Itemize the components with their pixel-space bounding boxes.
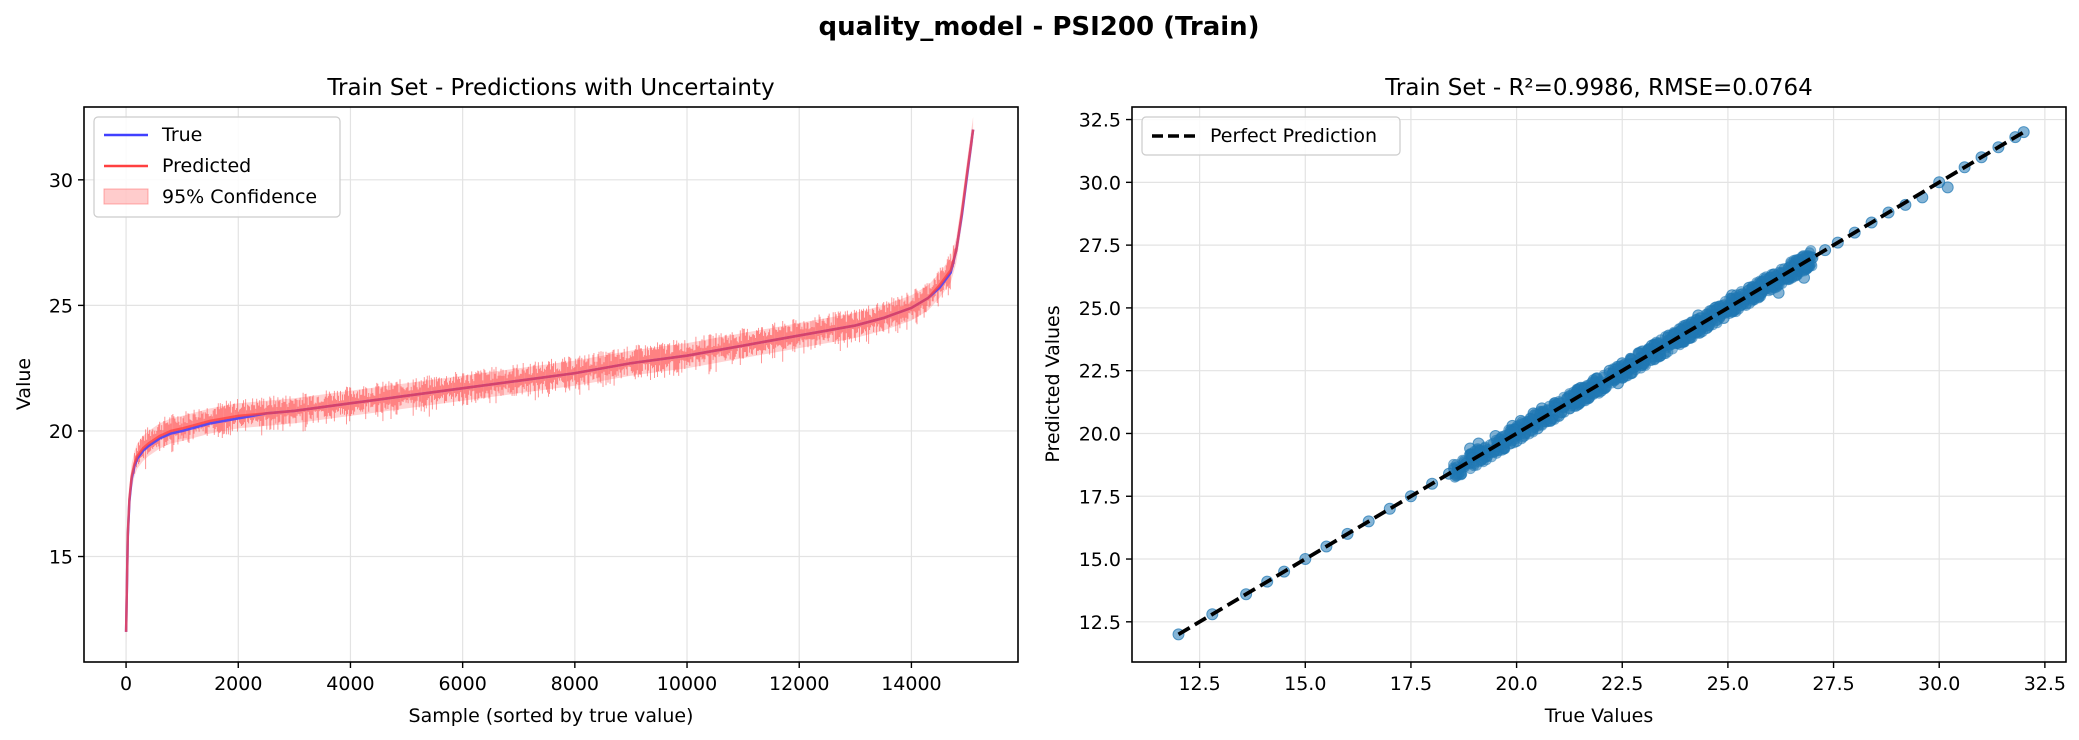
perfect-prediction-line — [1177, 130, 2025, 637]
right-x-axis-label: True Values — [1544, 705, 1653, 727]
left-y-tick-label: 15 — [49, 547, 73, 569]
left-x-tick-label: 6000 — [438, 673, 486, 695]
right-axis-ticks: 12.5 15.0 17.5 20.0 22.5 25.0 27.5 30.0 32.5 12.5… — [1079, 110, 2066, 695]
scatter-point — [1702, 321, 1714, 333]
scatter-point — [1527, 413, 1538, 425]
right-x-tick-label: 12.5 — [1178, 673, 1220, 695]
scatter-point — [1724, 292, 1736, 304]
scatter-point — [1768, 268, 1779, 280]
left-plot-frame — [83, 106, 1019, 663]
scatter-point — [1941, 181, 1954, 194]
left-x-tick-label: 4000 — [326, 673, 374, 695]
right-y-axis-label: Predicted Values — [1042, 305, 1064, 462]
right-y-tick-label: 27.5 — [1079, 235, 1121, 257]
left-gridlines — [84, 107, 1018, 662]
left-y-tick-label: 25 — [49, 295, 73, 317]
right-chart-title: Train Set - R²=0.9986, RMSE=0.0764 — [1384, 75, 1812, 101]
right-x-tick-label: 17.5 — [1390, 673, 1432, 695]
right-y-tick-label: 12.5 — [1079, 612, 1121, 634]
scatter-point — [1753, 292, 1765, 304]
legend-label-perfect: Perfect Prediction — [1210, 125, 1377, 147]
left-x-tick-label: 0 — [120, 673, 132, 695]
legend-swatch-confidence — [103, 188, 149, 205]
left-axis-ticks: 0 2000 4000 6000 8000 10000 12000 14000 15 20 25 30 — [49, 170, 942, 695]
right-y-tick-label: 20.0 — [1079, 423, 1121, 445]
left-series-lines — [124, 129, 975, 632]
right-legend-box — [1141, 116, 1401, 156]
left-x-tick-label: 2000 — [214, 673, 262, 695]
right-x-tick-label: 15.0 — [1284, 673, 1326, 695]
left-y-axis-label: Value — [13, 358, 35, 410]
legend-label-true: True — [161, 124, 202, 146]
right-x-tick-label: 22.5 — [1601, 673, 1643, 695]
right-y-tick-label: 17.5 — [1079, 486, 1121, 508]
right-plot-frame — [1131, 106, 2067, 663]
scatter-point — [1773, 279, 1785, 291]
right-chart: 12.5 15.0 17.5 20.0 22.5 25.0 27.5 30.0 32.5 12.5… — [1042, 75, 2067, 727]
right-y-tick-label: 32.5 — [1079, 110, 1121, 132]
left-x-tick-label: 14000 — [881, 673, 941, 695]
right-y-tick-label: 22.5 — [1079, 361, 1121, 383]
scatter-point — [1651, 336, 1662, 348]
right-y-tick-label: 15.0 — [1079, 549, 1121, 571]
left-x-tick-label: 12000 — [769, 673, 829, 695]
scatter-point — [1565, 400, 1577, 412]
right-legend: Perfect Prediction — [1141, 116, 1401, 156]
left-chart: 0 2000 4000 6000 8000 10000 12000 14000 15 20 25 30… — [13, 75, 1019, 727]
scatter-point — [1690, 314, 1702, 325]
scatter-point — [1471, 459, 1482, 471]
left-chart-title: Train Set - Predictions with Uncertainty — [326, 75, 774, 101]
predicted-line — [124, 129, 975, 632]
scatter-point — [1456, 468, 1468, 480]
right-x-tick-label: 20.0 — [1495, 673, 1537, 695]
left-x-tick-label: 10000 — [657, 673, 717, 695]
right-perfect-line-group — [1177, 130, 2025, 637]
scatter-point — [1622, 370, 1633, 382]
scatter-point — [1668, 326, 1680, 338]
right-x-tick-label: 25.0 — [1707, 673, 1749, 695]
right-y-tick-label: 25.0 — [1079, 298, 1121, 320]
right-y-tick-label: 30.0 — [1079, 172, 1121, 194]
figure-title: quality_model - PSI200 (Train) — [818, 12, 1259, 42]
left-x-tick-label: 8000 — [551, 673, 599, 695]
right-gridlines — [1132, 107, 2066, 662]
left-legend: True Predicted 95% Confidence — [93, 116, 341, 218]
legend-label-confidence: 95% Confidence — [162, 186, 317, 208]
left-x-axis-label: Sample (sorted by true value) — [409, 705, 694, 727]
right-x-tick-label: 27.5 — [1812, 673, 1854, 695]
right-x-tick-label: 32.5 — [2024, 673, 2066, 695]
scatter-point — [1792, 253, 1804, 265]
left-y-tick-label: 30 — [49, 170, 73, 192]
right-x-tick-label: 30.0 — [1918, 673, 1960, 695]
left-y-tick-label: 20 — [49, 421, 73, 443]
left-legend-box — [93, 116, 341, 218]
legend-label-predicted: Predicted — [162, 155, 251, 177]
